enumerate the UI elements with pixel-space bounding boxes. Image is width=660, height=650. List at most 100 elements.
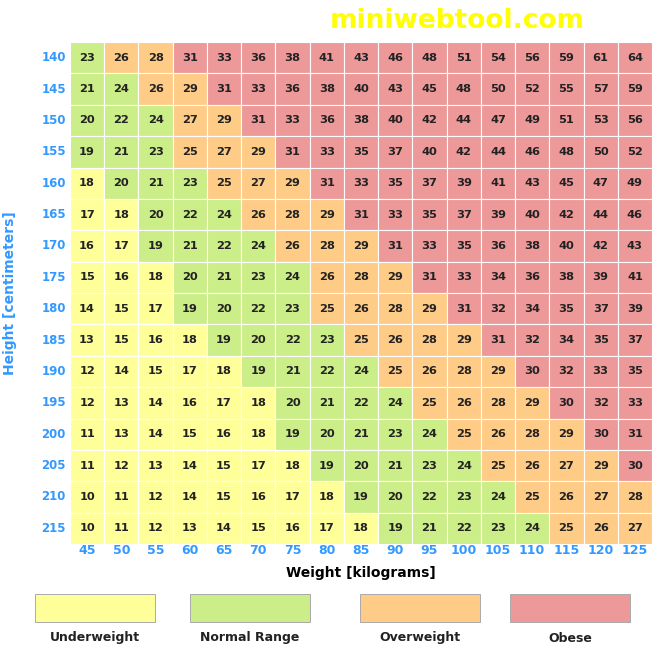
Text: 36: 36: [319, 116, 335, 125]
Text: 13: 13: [182, 523, 198, 533]
Text: 25: 25: [558, 523, 574, 533]
Bar: [583, 481, 618, 513]
Bar: [70, 450, 104, 481]
Bar: [104, 261, 139, 293]
Text: 33: 33: [422, 241, 438, 251]
Bar: [618, 230, 652, 261]
Text: 30: 30: [593, 429, 609, 439]
Bar: [241, 481, 275, 513]
Text: 43: 43: [387, 84, 403, 94]
Text: 42: 42: [422, 116, 438, 125]
Bar: [207, 199, 241, 230]
Bar: [104, 450, 139, 481]
Text: 27: 27: [216, 147, 232, 157]
Text: 15: 15: [216, 492, 232, 502]
Bar: [241, 387, 275, 419]
Bar: [275, 293, 310, 324]
Bar: [447, 293, 481, 324]
Bar: [70, 324, 104, 356]
Text: 26: 26: [456, 398, 472, 408]
Text: 12: 12: [114, 461, 129, 471]
Text: 27: 27: [182, 116, 198, 125]
Bar: [139, 356, 173, 387]
Bar: [618, 261, 652, 293]
Bar: [583, 356, 618, 387]
Bar: [549, 419, 583, 450]
Bar: [275, 356, 310, 387]
Text: 145: 145: [42, 83, 66, 96]
Text: 15: 15: [216, 461, 232, 471]
Bar: [275, 481, 310, 513]
Bar: [549, 513, 583, 544]
Text: 48: 48: [558, 147, 574, 157]
Text: 37: 37: [422, 178, 438, 188]
Text: 22: 22: [422, 492, 438, 502]
Bar: [275, 199, 310, 230]
Bar: [70, 73, 104, 105]
Bar: [139, 230, 173, 261]
Bar: [618, 42, 652, 73]
Text: 43: 43: [524, 178, 540, 188]
Text: 11: 11: [79, 461, 95, 471]
Bar: [173, 73, 207, 105]
Bar: [378, 481, 412, 513]
Text: 20: 20: [148, 209, 164, 220]
Bar: [515, 419, 549, 450]
Text: 22: 22: [216, 241, 232, 251]
Text: 24: 24: [353, 367, 369, 376]
Bar: [310, 73, 344, 105]
Bar: [447, 419, 481, 450]
Text: 20: 20: [319, 429, 335, 439]
Text: 40: 40: [353, 84, 369, 94]
Bar: [275, 513, 310, 544]
Bar: [241, 230, 275, 261]
Bar: [70, 387, 104, 419]
Text: 33: 33: [387, 209, 403, 220]
Text: 52: 52: [627, 147, 643, 157]
Text: 36: 36: [284, 84, 300, 94]
Bar: [618, 168, 652, 199]
Bar: [104, 324, 139, 356]
Text: 13: 13: [79, 335, 95, 345]
Bar: [190, 594, 310, 622]
Bar: [447, 105, 481, 136]
Text: 21: 21: [216, 272, 232, 282]
Text: 33: 33: [319, 147, 335, 157]
Text: 26: 26: [353, 304, 369, 314]
Text: 23: 23: [182, 178, 198, 188]
Bar: [104, 293, 139, 324]
Text: 12: 12: [148, 492, 164, 502]
Bar: [310, 136, 344, 168]
Bar: [344, 42, 378, 73]
Text: 13: 13: [114, 429, 129, 439]
Text: 14: 14: [216, 523, 232, 533]
Bar: [241, 324, 275, 356]
Bar: [139, 105, 173, 136]
Bar: [481, 450, 515, 481]
Bar: [173, 199, 207, 230]
Text: 32: 32: [524, 335, 540, 345]
Text: 38: 38: [319, 84, 335, 94]
Bar: [412, 293, 447, 324]
Bar: [241, 42, 275, 73]
Text: 25: 25: [353, 335, 369, 345]
Text: 24: 24: [524, 523, 540, 533]
Text: 31: 31: [422, 272, 438, 282]
Text: 21: 21: [114, 147, 129, 157]
Bar: [360, 594, 480, 622]
Text: 36: 36: [524, 272, 540, 282]
Text: 33: 33: [250, 84, 266, 94]
Bar: [481, 356, 515, 387]
Text: 39: 39: [627, 304, 643, 314]
Text: 26: 26: [387, 335, 403, 345]
Text: 105: 105: [485, 544, 511, 557]
Text: 150: 150: [42, 114, 66, 127]
Text: 28: 28: [627, 492, 643, 502]
Bar: [207, 73, 241, 105]
Text: 41: 41: [319, 53, 335, 62]
Text: 21: 21: [353, 429, 369, 439]
Text: 44: 44: [455, 116, 472, 125]
Text: 18: 18: [284, 461, 300, 471]
Text: 26: 26: [422, 367, 438, 376]
Bar: [618, 324, 652, 356]
